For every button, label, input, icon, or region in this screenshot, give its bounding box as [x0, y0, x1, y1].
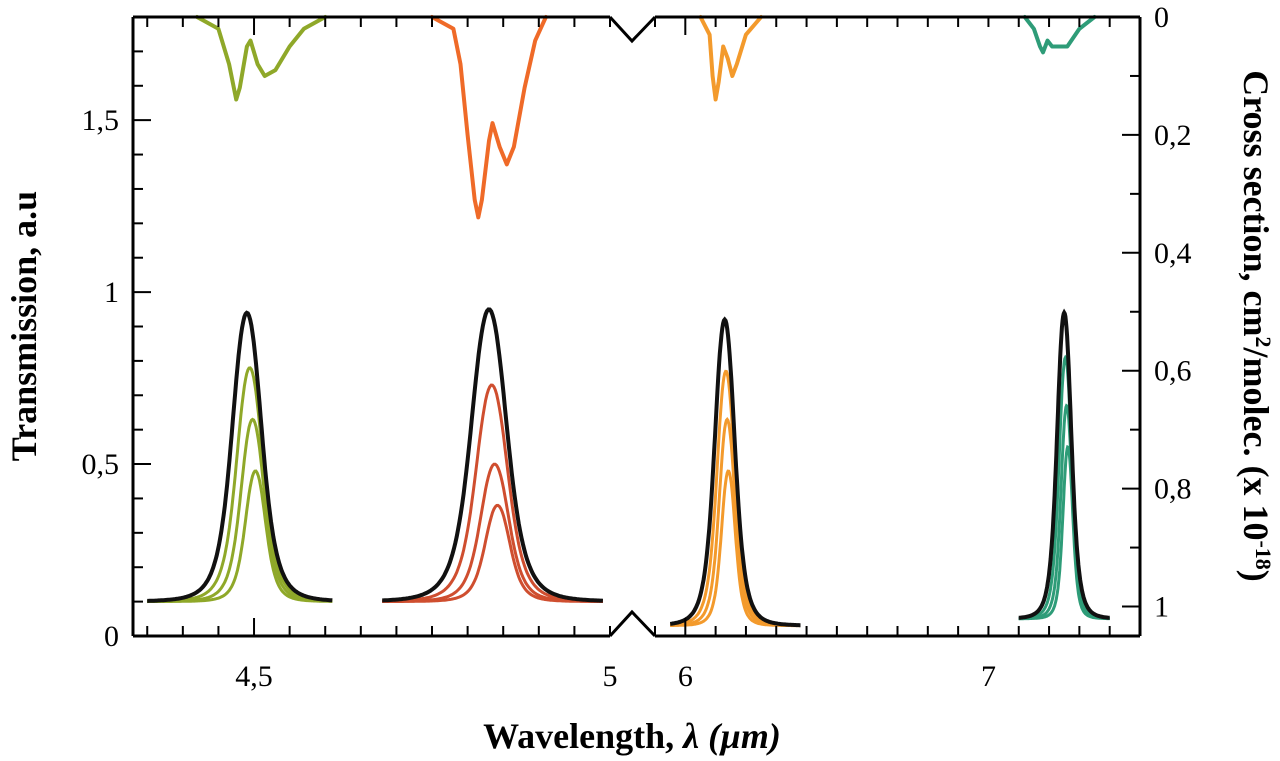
x-axis-title: Wavelength, λ (µm) — [483, 716, 781, 756]
x-axis-unit: (µm) — [699, 716, 781, 756]
y-tick-label: 1,5 — [82, 104, 120, 137]
olive-filter-scaled-line — [147, 417, 333, 603]
y-tick-label: 0 — [104, 620, 119, 653]
y2-tick-label: 0,4 — [1154, 237, 1192, 270]
red-filter-scaled-line — [382, 503, 603, 603]
y2-tick-label: 0,6 — [1154, 355, 1192, 388]
orange-filter-reference-line — [669, 316, 801, 628]
red-filter-reference-line — [382, 307, 604, 603]
red-filter-scaled-line — [382, 383, 603, 603]
x-tick-label: 7 — [981, 660, 996, 693]
y2-tick-label: 0,8 — [1154, 473, 1192, 506]
x-tick-label: 6 — [678, 660, 693, 693]
x-axis-lambda: λ — [681, 716, 699, 756]
x-tick-label: 4,5 — [235, 660, 273, 693]
cs-green-line — [1022, 15, 1097, 55]
x-tick-label: 5 — [603, 660, 618, 693]
axis-break-bottom — [608, 609, 657, 638]
cs-olive-line — [195, 15, 328, 102]
green-filter-scaled-line — [1018, 444, 1110, 621]
y2-axis-title: Cross section, cm2/molec. (x 10-18) — [1236, 70, 1277, 582]
cs-red-line — [430, 15, 548, 220]
red-filter-scaled-line — [382, 462, 603, 603]
y2-tick-label: 1 — [1154, 591, 1169, 624]
olive-filter-reference-line — [147, 310, 333, 603]
y2-tick-label: 0,2 — [1154, 119, 1192, 152]
green-filter-reference-line — [1018, 308, 1110, 620]
y-tick-label: 1 — [104, 276, 119, 309]
olive-filter-scaled-line — [147, 469, 333, 604]
cs-orange-line — [698, 15, 764, 102]
y-tick-label: 0,5 — [82, 448, 120, 481]
y2-tick-label: 0 — [1154, 1, 1169, 34]
y-axis-title: Transmission, a.u — [4, 191, 44, 461]
axis-break-top — [608, 15, 657, 44]
